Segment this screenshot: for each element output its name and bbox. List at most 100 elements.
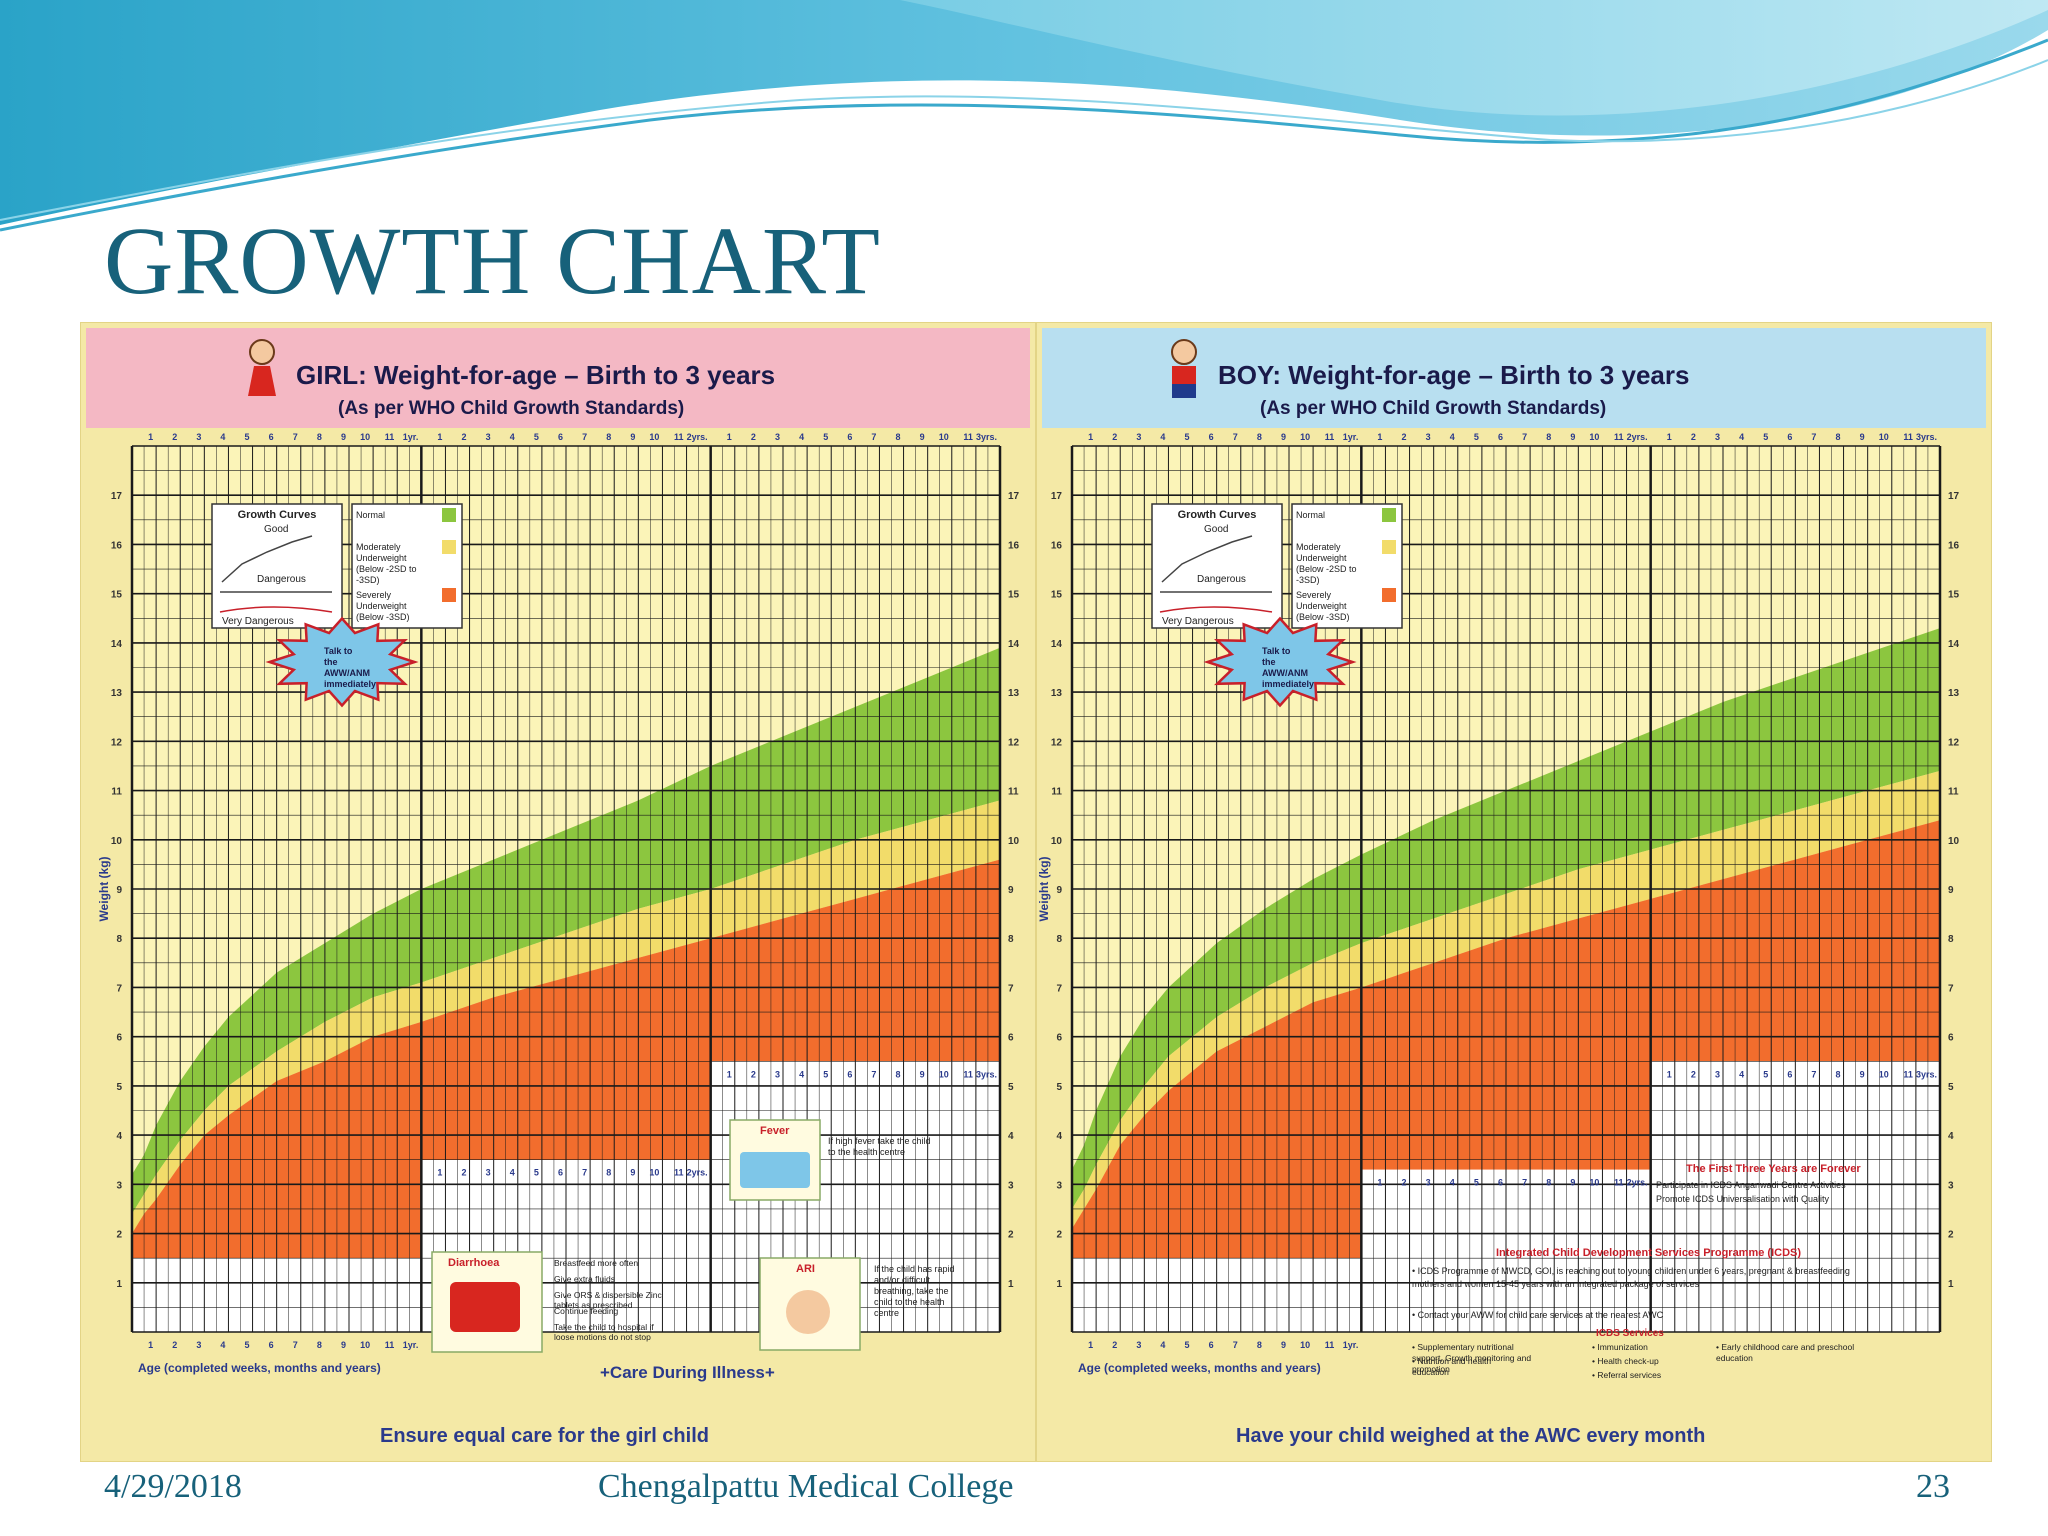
step-tick-label: 11 (963, 1069, 973, 1079)
y-tick-label-left: 9 (1056, 885, 1062, 896)
top-tick-label: 8 (606, 432, 611, 442)
top-tick-label: 2 (462, 432, 467, 442)
legend-band-swatch (1382, 508, 1396, 522)
y-tick-label-left: 11 (111, 787, 122, 798)
y-tick-label-left: 1 (116, 1279, 122, 1290)
y-tick-label-left: 2 (116, 1230, 122, 1241)
y-tick-label-right: 2 (1008, 1230, 1014, 1241)
y-tick-label-left: 1 (1056, 1279, 1062, 1290)
y-tick-label-right: 13 (1008, 688, 1020, 699)
y-tick-label-right: 1 (1948, 1279, 1954, 1290)
step-tick-label: 9 (920, 1069, 925, 1079)
legend-curves-title: Growth Curves (1178, 509, 1257, 521)
y-tick-label-right: 4 (1008, 1131, 1014, 1142)
legend-very-dangerous-curve (219, 606, 333, 613)
top-tick-label: 1 (437, 432, 442, 442)
bottom-tick-label: 2 (1112, 1340, 1117, 1350)
top-tick-label: 2 (1691, 432, 1696, 442)
y-tick-label-left: 8 (1056, 934, 1062, 945)
step-tick-label: 7 (871, 1069, 876, 1079)
y-tick-label-left: 3 (1056, 1180, 1062, 1191)
top-tick-label: 5 (534, 432, 539, 442)
top-tick-label: 4 (220, 432, 225, 442)
top-tick-label: 8 (1546, 432, 1551, 442)
top-tick-label: 3 (775, 432, 780, 442)
step-tick-label: 2 (462, 1168, 467, 1178)
top-tick-label: 9 (341, 432, 346, 442)
step-tick-label: 10 (649, 1168, 659, 1178)
icds-services-title: ICDS Services (1596, 1328, 1664, 1339)
y-tick-label-left: 16 (1051, 540, 1063, 551)
step-tick-label: 6 (558, 1168, 563, 1178)
top-tick-label: 2 (172, 432, 177, 442)
step-tick-label: 7 (1811, 1069, 1816, 1079)
child-figure-body (1172, 366, 1196, 384)
diarrhoea-item: Give extra fluids (554, 1274, 615, 1284)
bottom-tick-label: 3 (1136, 1340, 1141, 1350)
top-tick-label: 5 (823, 432, 828, 442)
forever-title: The First Three Years are Forever (1686, 1163, 1861, 1175)
step-tick-label: 3 (1715, 1069, 1720, 1079)
y-tick-label-left: 13 (111, 688, 123, 699)
top-tick-label: 9 (920, 432, 925, 442)
step-tick-label: 3yrs. (976, 1069, 997, 1079)
y-tick-label-left: 11 (1051, 787, 1062, 798)
y-tick-label-right: 16 (1008, 540, 1020, 551)
y-tick-label-left: 5 (1056, 1082, 1062, 1093)
legend-band-label: Normal (1296, 510, 1325, 520)
bottom-tick-label: 10 (1300, 1340, 1310, 1350)
legend-band-label: Severely Underweight (Below -3SD) (356, 590, 410, 622)
y-tick-label-right: 12 (1948, 737, 1960, 748)
top-tick-label: 4 (799, 432, 804, 442)
panel-header-band (1042, 328, 1986, 428)
y-tick-label-right: 3 (1008, 1180, 1014, 1191)
alert-burst-shape (265, 616, 419, 708)
step-tick-label: 11 (674, 1168, 684, 1178)
y-tick-label-left: 3 (116, 1180, 122, 1191)
top-tick-label: 2yrs. (1627, 432, 1648, 442)
y-tick-label-right: 7 (1948, 983, 1954, 994)
y-tick-label-right: 2 (1948, 1230, 1954, 1241)
x-axis-label: Age (completed weeks, months and years) (138, 1361, 381, 1375)
y-tick-label-left: 15 (1051, 590, 1063, 601)
top-tick-label: 10 (1589, 432, 1599, 442)
bottom-tick-label: 8 (1257, 1340, 1262, 1350)
bottom-tick-label: 10 (360, 1340, 370, 1350)
diarrhoea-item: Give ORS & dispersible Zinc tablets as pr… (554, 1290, 662, 1310)
legend-band-swatch (1382, 588, 1396, 602)
top-tick-label: 1 (1088, 432, 1093, 442)
y-tick-label-left: 6 (116, 1033, 122, 1044)
bottom-tick-label: 1yr. (403, 1340, 419, 1350)
bottom-tick-label: 7 (1233, 1340, 1238, 1350)
child-figure-head (249, 339, 275, 365)
step-tick-label: 5 (1474, 1178, 1479, 1188)
step-tick-label: 2yrs. (1627, 1178, 1648, 1188)
bottom-tick-label: 1 (1088, 1340, 1093, 1350)
step-tick-label: 8 (896, 1069, 901, 1079)
icds-text: • ICDS Programme of MWCD, GOI, is reachi… (1412, 1266, 1850, 1289)
top-tick-label: 2yrs. (687, 432, 708, 442)
icds-contact: • Contact your AWW for child care servic… (1412, 1310, 1664, 1320)
slide-title: GROWTH CHART (104, 207, 881, 314)
y-tick-label-right: 12 (1008, 737, 1020, 748)
top-tick-label: 10 (1300, 432, 1310, 442)
bottom-tick-label: 5 (245, 1340, 250, 1350)
bottom-tick-label: 7 (293, 1340, 298, 1350)
step-tick-label: 4 (1450, 1178, 1455, 1188)
icds-service-item: • Nutrition and health education (1412, 1356, 1491, 1377)
fever-title: Fever (760, 1125, 790, 1137)
y-tick-label-left: 16 (111, 540, 123, 551)
icds-service-item: • Immunization (1592, 1342, 1648, 1352)
y-tick-label-right: 15 (1008, 590, 1020, 601)
top-tick-label: 7 (582, 432, 587, 442)
top-tick-label: 11 (1903, 432, 1913, 442)
top-tick-label: 3 (1136, 432, 1141, 442)
grid-lines (130, 445, 1002, 1333)
y-tick-label-left: 14 (1051, 639, 1063, 650)
bottom-tick-label: 1yr. (1343, 1340, 1359, 1350)
top-tick-label: 5 (1474, 432, 1479, 442)
top-tick-label: 8 (1257, 432, 1262, 442)
y-tick-label-right: 8 (1008, 934, 1014, 945)
